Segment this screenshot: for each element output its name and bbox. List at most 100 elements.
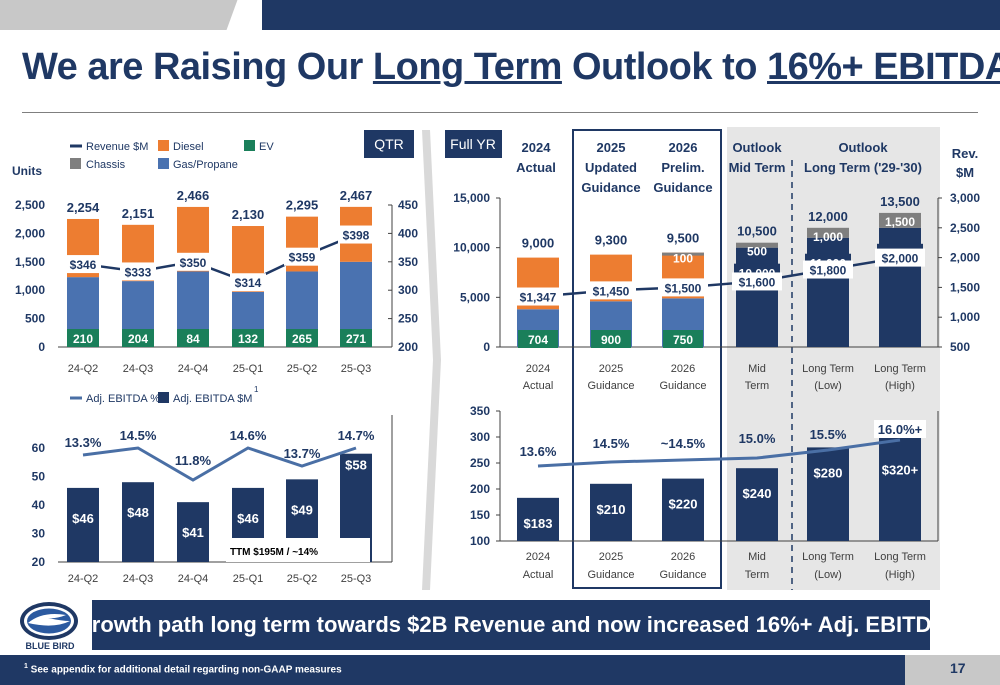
fy-chassis-label: 500 [747,245,767,259]
qtr-ev-label-box [340,329,372,347]
fy-ebitda-bar [807,447,849,541]
footer-grey [905,655,1000,685]
qtr-right-tick: 300 [398,283,418,297]
qtr-ev-label: 84 [186,332,200,346]
qtr-ebitda-usd-label: $41 [182,525,204,540]
fy-ebitda-pct-line [537,438,901,468]
qtr-ebitda-x-tick: 25-Q1 [233,573,264,585]
legend-gas-label: Gas/Propane [173,159,238,171]
fy-ev-label: 704 [528,333,548,347]
qtr-ebitda-x-tick: 24-Q4 [178,573,209,585]
legend-ebitda-usd-label: Adj. EBITDA $M [173,393,252,405]
fy-ebitda-x-tick-l2: Guidance [587,569,634,581]
fy-ebitda-x-tick-l1: Long Term [874,551,926,563]
units-axis-label: Units [12,164,42,178]
fy-ebitda-tick: 100 [470,534,490,548]
ttm-note: TTM $195M / ~14% [230,547,318,558]
fy-header-l1: 2025 [597,140,626,155]
qtr-x-tick: 24-Q2 [68,363,99,375]
fy-ebitda-pct-label: 16.0%+ [878,422,923,437]
legend-chassis-label: Chassis [86,159,126,171]
fy-ebitda-bar [736,468,778,541]
qtr-total-label: 2,151 [122,206,155,221]
qtr-revenue-label: $398 [343,229,370,243]
page-title: We are Raising Our Long Term Outlook to … [22,46,1000,89]
fy-x-tick-l2: Guidance [587,380,634,392]
fullyr-badge-label: Full YR [450,136,496,152]
fy-revenue-label: $1,347 [520,291,557,305]
fy-right-tick: 1,000 [950,310,980,324]
qtr-ebitda-usd-label: $49 [291,502,313,517]
qtr-revenue-label: $346 [70,258,97,272]
fy-ev-label-box [591,330,631,348]
top-bar-navy [262,0,1000,30]
qtr-right-tick: 200 [398,340,418,354]
ebitda-footnote-marker: 1 [254,385,259,394]
qtr-ev-label-box [177,329,209,347]
qtr-ebitda-tick: 50 [32,470,46,484]
qtr-revenue-label: $333 [125,265,152,279]
fy-ebitda-x-tick-l2: Term [745,569,769,581]
qtr-revenue-label-box [284,247,320,266]
qtr-ebitda-usd-label: $48 [127,505,149,520]
qtr-ev-label-box [286,329,318,347]
qtr-ev-label-box [67,329,99,347]
fy-ebitda-pct-label: 13.6% [520,444,557,459]
fy-ebitda-x-tick-l2: (High) [885,569,915,581]
fy-revenue-label: $1,800 [810,264,847,278]
fy-header-l2: Mid Term [729,160,786,175]
fy-ebitda-x-tick-l1: Long Term [802,551,854,563]
qtr-ev-label-box [232,329,264,347]
fy-ebitda-bar [517,497,559,541]
qtr-revenue-label-box [65,255,101,274]
qtr-revenue-label-box [230,273,266,292]
fy-revenue-label-box [732,272,782,291]
fy-ebitda-tick: 300 [470,430,490,444]
qtr-right-tick: 250 [398,312,418,326]
qtr-ebitda-pct-label: 14.5% [120,428,157,443]
fy-x-tick-l1: Long Term [874,363,926,375]
fy-x-tick-l2: (Low) [814,380,842,392]
fy-header-l2: Updated [585,160,637,175]
fy-ebitda-bar [662,478,704,541]
qtr-revenue-label: $314 [235,276,262,290]
fy-header-l3: Guidance [581,180,640,195]
fy-ebitda-tick: 250 [470,456,490,470]
qtr-ev-label-box [122,329,154,347]
qtr-left-tick: 1,000 [15,283,45,297]
qtr-left-tick: 2,000 [15,226,45,240]
fy-ebitda-x-tick-l2: Guidance [659,569,706,581]
fy-revenue-label-box [586,281,636,300]
legend-ebitda-usd-swatch [158,392,169,403]
fy-ebitda-tick: 150 [470,508,490,522]
divider-arrow [422,130,441,590]
qtr-right-tick: 400 [398,226,418,240]
fy-x-tick-l1: Mid [748,363,766,375]
qtr-ebitda-usd-label: $46 [72,511,94,526]
fy-right-tick: 2,000 [950,251,980,265]
qtr-x-tick: 24-Q3 [123,363,154,375]
qtr-total-label: 2,467 [340,188,373,203]
logo-text: BLUE BIRD [25,641,75,651]
fy-header-l2: Long Term ('29-'30) [804,160,922,175]
fy-ev-label-box [518,330,558,348]
fy-left-tick: 15,000 [453,191,490,205]
qtr-revenue-label-box [338,225,374,244]
legend-revenue-label: Revenue $M [86,141,148,153]
qtr-ebitda-x-tick: 25-Q3 [341,573,372,585]
qtr-revenue-label-box [120,262,156,281]
fy-revenue-label-box [803,260,853,279]
fy-ev-label-box [663,330,703,348]
fy-revenue-label: $1,600 [739,275,776,289]
fy-revenue-label-box [658,278,708,297]
qtr-ebitda-pct-line [82,446,357,482]
fy-outlook-chassis-bar [736,242,778,248]
qtr-total-label: 2,466 [177,188,210,203]
fy-left-tick: 10,000 [453,241,490,255]
fy-ebitda-x-tick-l1: 2025 [599,551,623,563]
qtr-ebitda-pct-label: 11.8% [175,453,212,468]
qtr-ebitda-x-tick: 24-Q3 [123,573,154,585]
fy-left-tick: 5,000 [460,290,490,304]
fy-ebitda-usd-label: $280 [814,465,843,480]
qtr-left-tick: 0 [38,340,45,354]
